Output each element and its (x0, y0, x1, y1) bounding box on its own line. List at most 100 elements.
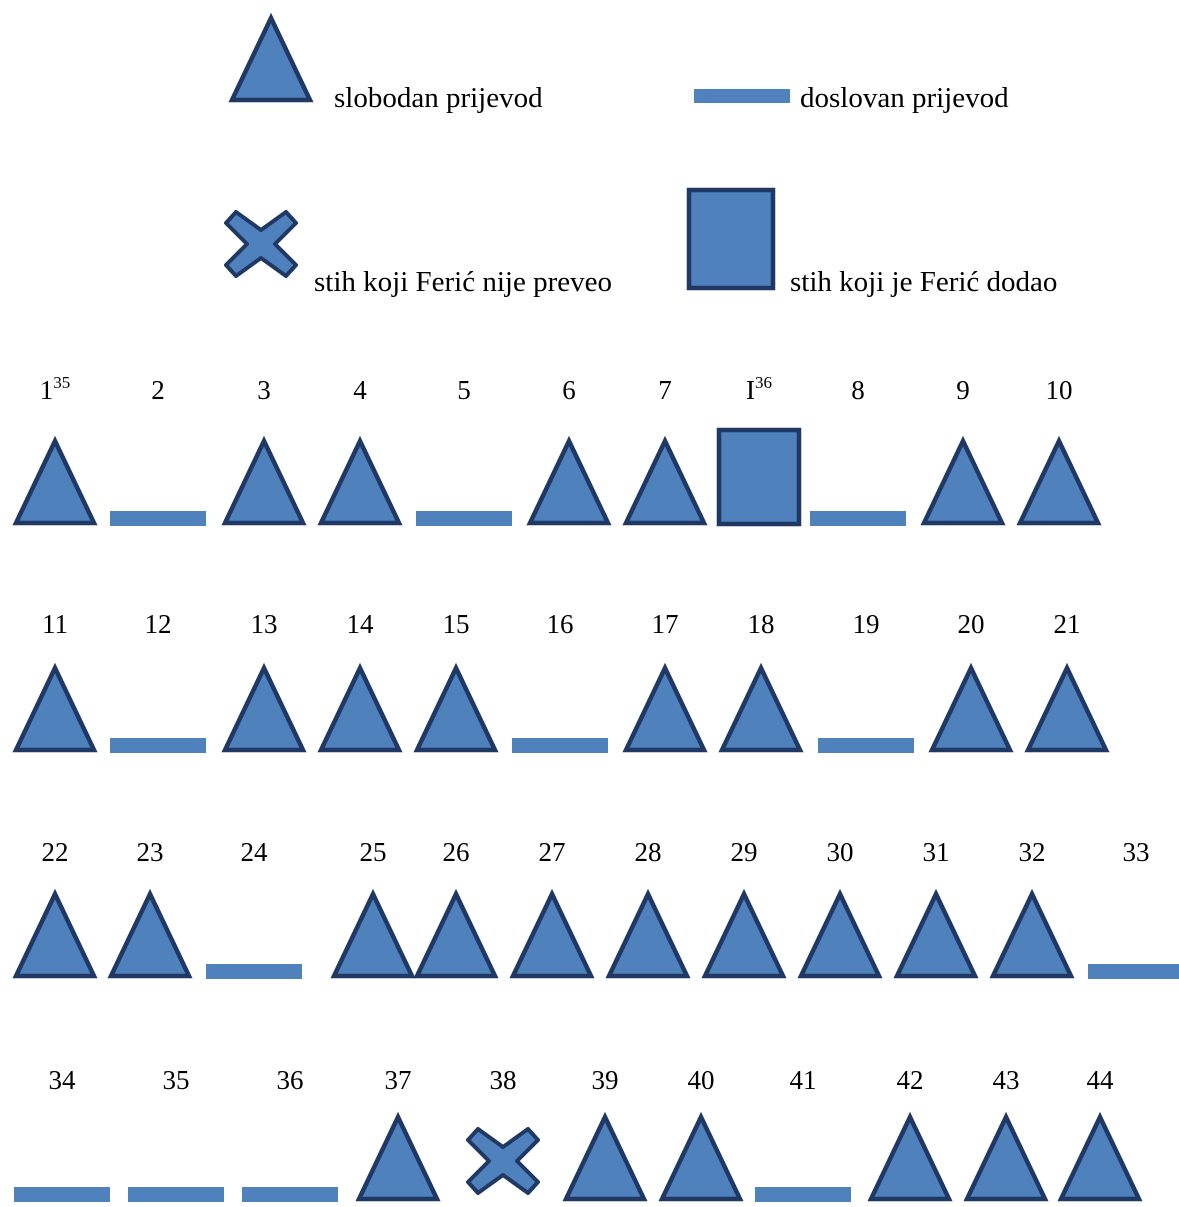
triangle-icon (12, 435, 98, 526)
triangle-icon (893, 888, 979, 979)
verse-number: 39 (575, 1067, 635, 1094)
verse-number: 43 (976, 1067, 1036, 1094)
verse-number-text: 15 (442, 609, 470, 639)
triangle-icon (1057, 1111, 1143, 1202)
triangle-icon (413, 662, 499, 753)
triangle-icon (622, 435, 708, 526)
verse-number-text: 24 (240, 837, 268, 867)
verse-number: 19 (836, 611, 896, 638)
verse-number-text: 11 (42, 609, 68, 639)
verse-number-text: 35 (162, 1065, 190, 1095)
triangle-icon (526, 435, 612, 526)
triangle-icon (221, 662, 307, 753)
verse-number: 12 (128, 611, 188, 638)
verse-number: 15 (426, 611, 486, 638)
triangle-icon (413, 888, 499, 979)
verse-number: 16 (530, 611, 590, 638)
bar-icon (206, 964, 302, 979)
triangle-icon (355, 1111, 441, 1202)
verse-number: 8 (828, 377, 888, 404)
verse-number-text: 25 (359, 837, 387, 867)
verse-number-text: 40 (687, 1065, 715, 1095)
verse-number: 41 (773, 1067, 833, 1094)
verse-number-text: 20 (957, 609, 985, 639)
triangle-icon (928, 662, 1014, 753)
verse-number-text: 4 (353, 375, 367, 405)
verse-number: 28 (618, 839, 678, 866)
bar-icon (128, 1187, 224, 1202)
triangle-icon (1016, 435, 1102, 526)
bar-icon (14, 1187, 110, 1202)
verse-number-text: 12 (144, 609, 172, 639)
triangle-icon (107, 888, 193, 979)
triangle-icon (963, 1111, 1049, 1202)
triangle-icon (1024, 662, 1110, 753)
verse-number-text: 22 (41, 837, 69, 867)
verse-number: 24 (224, 839, 284, 866)
triangle-icon (989, 888, 1075, 979)
verse-number: 14 (330, 611, 390, 638)
verse-number: 135 (25, 374, 85, 405)
verse-number-text: 9 (956, 375, 970, 405)
triangle-icon (12, 662, 98, 753)
verse-number-text: 23 (136, 837, 164, 867)
verse-number: 42 (880, 1067, 940, 1094)
verse-number-text: 41 (789, 1065, 817, 1095)
triangle-icon (317, 662, 403, 753)
verse-number: 6 (539, 377, 599, 404)
verse-number-text: 1 (39, 375, 54, 405)
verse-number: 38 (473, 1067, 533, 1094)
verse-number-text: 36 (276, 1065, 304, 1095)
triangle-icon (330, 888, 416, 979)
legend-bar-icon (694, 89, 790, 103)
verse-number-text: 10 (1045, 375, 1073, 405)
triangle-icon (797, 888, 883, 979)
verse-number: 35 (146, 1067, 206, 1094)
verse-number-text: 31 (922, 837, 950, 867)
verse-number: 33 (1106, 839, 1166, 866)
verse-number-text: 27 (538, 837, 566, 867)
triangle-icon (658, 1111, 744, 1202)
footnote-marker: 35 (53, 373, 71, 392)
verse-number-text: 33 (1122, 837, 1150, 867)
verse-number-text: 32 (1018, 837, 1046, 867)
verse-number: 22 (25, 839, 85, 866)
verse-number: 29 (714, 839, 774, 866)
verse-number: 21 (1037, 611, 1097, 638)
triangle-icon (562, 1111, 648, 1202)
legend-omitted-label: stih koji Ferić nije preveo (314, 266, 612, 298)
verse-number: 4 (330, 377, 390, 404)
triangle-icon (605, 888, 691, 979)
verse-number: 18 (731, 611, 791, 638)
verse-number: 2 (128, 377, 188, 404)
legend-literal-label: doslovan prijevod (800, 82, 1009, 114)
verse-number-text: 8 (851, 375, 865, 405)
triangle-icon (509, 888, 595, 979)
legend-triangle-icon (228, 12, 314, 103)
triangle-icon (920, 435, 1006, 526)
legend-square-icon (686, 187, 776, 291)
verse-number: 17 (635, 611, 695, 638)
verse-number-text: 30 (826, 837, 854, 867)
bar-icon (810, 511, 906, 526)
footnote-marker: 36 (755, 373, 772, 392)
square-icon (716, 427, 802, 527)
verse-number: 9 (933, 377, 993, 404)
bar-icon (1088, 964, 1179, 979)
verse-number-text: 5 (457, 375, 471, 405)
verse-number-text: I (746, 375, 755, 405)
verse-number-text: 38 (489, 1065, 517, 1095)
triangle-icon (622, 662, 708, 753)
bar-icon (818, 738, 914, 753)
verse-number: 11 (25, 611, 85, 638)
bar-icon (110, 738, 206, 753)
verse-number: 25 (343, 839, 403, 866)
legend-added-label: stih koji je Ferić dodao (790, 266, 1058, 298)
verse-number-text: 26 (442, 837, 470, 867)
verse-number-text: 37 (384, 1065, 412, 1095)
verse-number: 44 (1070, 1067, 1130, 1094)
verse-number: 20 (941, 611, 1001, 638)
verse-number-text: 29 (730, 837, 758, 867)
verse-number: 26 (426, 839, 486, 866)
triangle-icon (867, 1111, 953, 1202)
